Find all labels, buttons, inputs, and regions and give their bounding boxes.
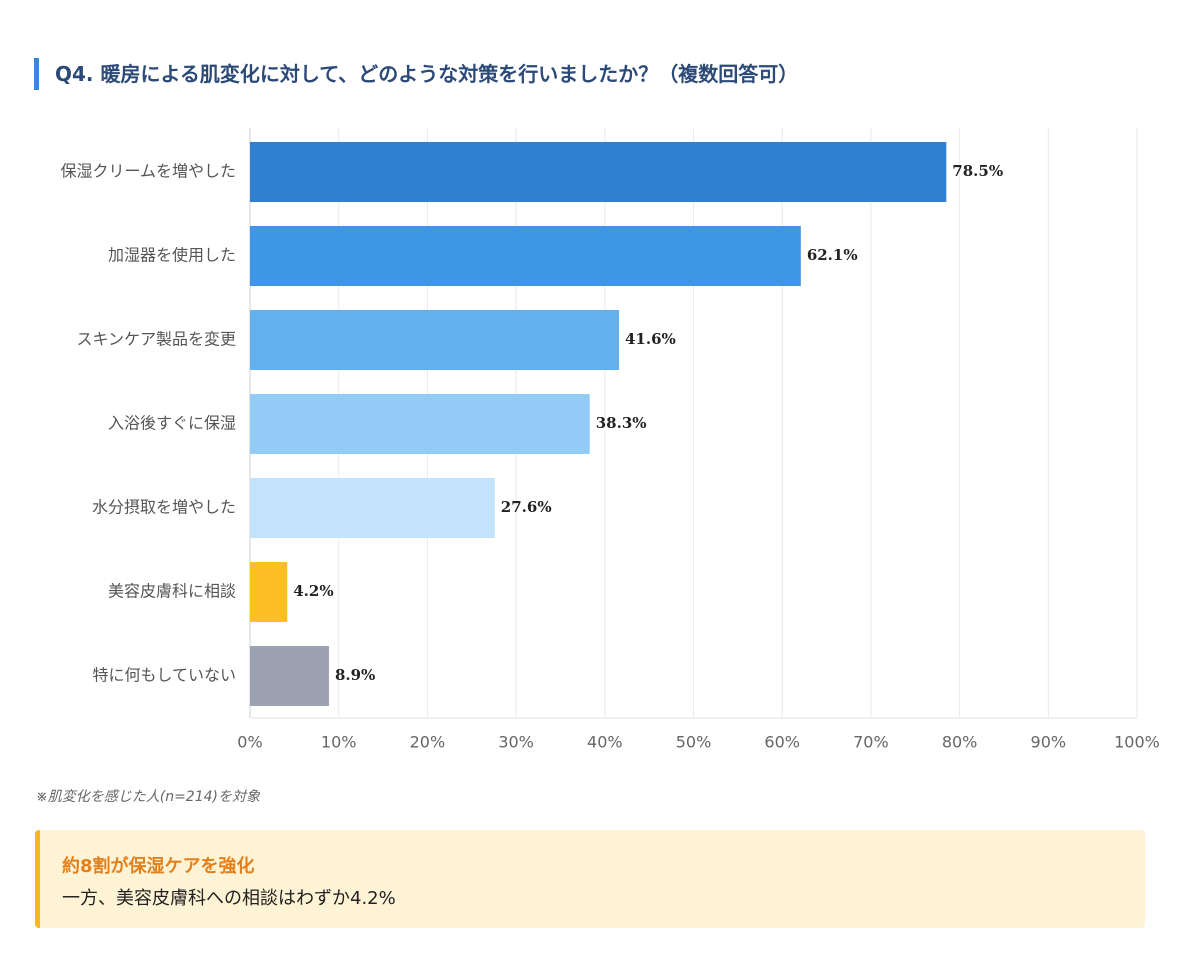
x-tick-label: 40% [587, 733, 623, 752]
y-tick-label: スキンケア製品を変更 [76, 330, 236, 349]
data-label: 78.5% [952, 162, 1003, 180]
x-tick-label: 70% [853, 733, 889, 752]
x-tick-label: 30% [498, 733, 534, 752]
y-tick-label: 入浴後すぐに保湿 [108, 414, 236, 433]
data-label: 4.2% [293, 582, 333, 600]
x-tick-label: 10% [321, 733, 357, 752]
data-label: 41.6% [625, 330, 676, 348]
y-tick-label: 水分摂取を増やした [92, 498, 236, 517]
bar [250, 394, 590, 454]
data-label: 8.9% [335, 666, 375, 684]
chart-title: Q4. 暖房による肌変化に対して、どのような対策を行いましたか？（複数回答可） [34, 58, 798, 90]
chart: 0% 10% 20% 30% 40% 50% 60% 70% 80% 90% 100% 保湿クリームを… [60, 128, 1160, 752]
callout-text: 一方、美容皮膚科への相談はわずか4.2% [62, 888, 396, 909]
x-tick-label: 100% [1114, 733, 1160, 752]
callout: 約8割が保湿ケアを強化 一方、美容皮膚科への相談はわずか4.2% [35, 830, 1145, 928]
x-tick-label: 80% [942, 733, 978, 752]
note: ※肌変化を感じた人(n=214)を対象 [36, 789, 260, 805]
x-tick-label: 60% [764, 733, 800, 752]
x-tick-label: 50% [676, 733, 712, 752]
x-tick-label: 20% [410, 733, 446, 752]
data-label: 62.1% [807, 246, 858, 264]
y-tick-label: 特に何もしていない [92, 666, 236, 685]
bar [250, 226, 801, 286]
y-tick-label: 加湿器を使用した [108, 246, 236, 265]
data-label: 38.3% [596, 414, 647, 432]
x-tick-label: 0% [237, 733, 262, 752]
y-tick-label: 美容皮膚科に相談 [108, 582, 236, 601]
y-tick-label: 保湿クリームを増やした [60, 162, 236, 181]
bar [250, 562, 288, 622]
x-tick-label: 90% [1031, 733, 1067, 752]
bar [250, 310, 619, 370]
data-label: 27.6% [501, 498, 552, 516]
callout-title: 約8割が保湿ケアを強化 [62, 856, 255, 877]
bar [250, 142, 947, 202]
bar [250, 478, 495, 538]
bar [250, 646, 329, 706]
